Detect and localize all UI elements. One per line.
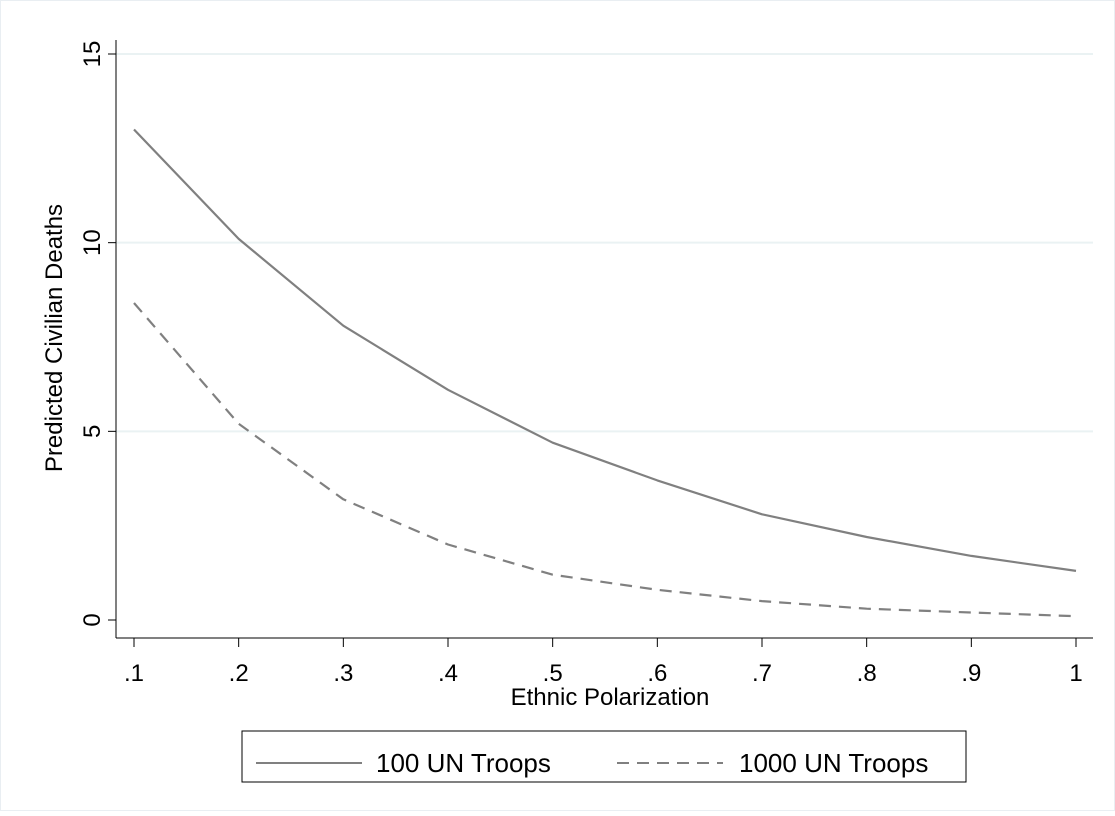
y-tick-label: 15 <box>79 41 106 68</box>
legend-label-1000-un-troops: 1000 UN Troops <box>739 748 928 778</box>
y-tick-label: 5 <box>79 425 106 438</box>
x-tick-label: .2 <box>229 660 249 687</box>
x-tick-label: 1 <box>1069 660 1082 687</box>
x-tick-label: .7 <box>752 660 772 687</box>
legend: 100 UN Troops 1000 UN Troops <box>241 730 967 783</box>
x-tick-label: .9 <box>961 660 981 687</box>
y-axis-title: Predicted Civilian Deaths <box>41 204 68 472</box>
x-axis-ticks: .1 .2 .3 .4 .5 .6 .7 .8 .9 1 <box>124 638 1083 687</box>
axes <box>115 40 1093 639</box>
x-axis-title: Ethnic Polarization <box>511 684 710 711</box>
y-tick-label: 0 <box>79 613 106 626</box>
x-tick-label: .6 <box>647 660 667 687</box>
x-tick-label: .3 <box>333 660 353 687</box>
x-tick-label: .5 <box>543 660 563 687</box>
gridlines <box>116 53 1093 433</box>
series-lines <box>133 128 1077 618</box>
y-tick-label: 10 <box>79 229 106 256</box>
series-line-1000-un-troops <box>133 302 1077 618</box>
legend-box <box>241 730 967 783</box>
legend-label-100-un-troops: 100 UN Troops <box>376 748 551 778</box>
series-line-100-un-troops <box>133 128 1077 572</box>
x-tick-label: .4 <box>438 660 458 687</box>
y-axis-ticks: 0 5 10 15 <box>79 41 116 627</box>
x-tick-label: .1 <box>124 660 144 687</box>
x-tick-label: .8 <box>857 660 877 687</box>
